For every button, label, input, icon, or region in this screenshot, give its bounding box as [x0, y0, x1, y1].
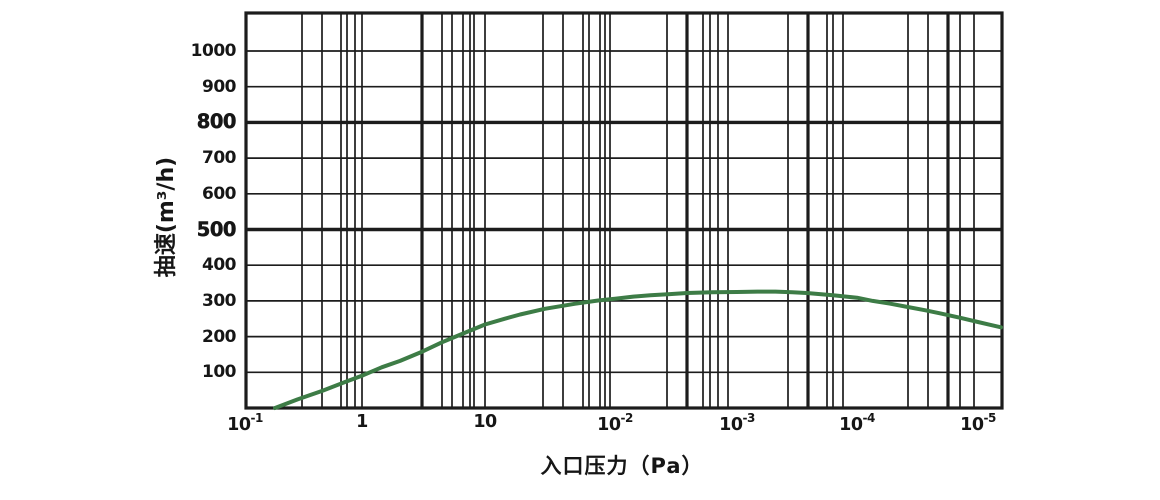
- y-tick-label: 300: [202, 290, 237, 311]
- x-axis-title: 入口压力（Pa）: [540, 454, 704, 478]
- x-tick-label: 10-3: [719, 411, 756, 435]
- x-tick-label: 1: [356, 412, 368, 432]
- x-tick-exponent: -4: [862, 411, 876, 425]
- x-tick-exponent: -2: [620, 411, 634, 425]
- y-axis-title: 抽速(m³/h): [154, 156, 179, 278]
- x-tick-label: 10-1: [227, 411, 264, 435]
- y-tick-label: 900: [202, 76, 237, 97]
- x-tick-exponent: -3: [742, 411, 756, 425]
- x-tick-label: 10: [473, 412, 497, 432]
- x-tick-label: 10-2: [597, 411, 634, 435]
- y-tick-label: 600: [202, 183, 237, 204]
- y-tick-label: 700: [202, 148, 237, 169]
- x-tick-exponent: -1: [250, 411, 264, 425]
- pumping-speed-curve: [273, 289, 1003, 410]
- y-tick-label: 400: [202, 255, 237, 276]
- y-tick-label: 200: [202, 326, 237, 347]
- y-tick-label: 100: [202, 362, 237, 383]
- y-tick-label: 800: [196, 110, 237, 134]
- y-tick-label: 500: [196, 217, 237, 241]
- y-tick-label: 1000: [190, 41, 237, 61]
- plot-border: [244, 11, 1004, 410]
- x-tick-exponent: -5: [983, 411, 997, 425]
- x-tick-label: 10-5: [960, 411, 997, 435]
- x-tick-label: 10-4: [839, 411, 876, 435]
